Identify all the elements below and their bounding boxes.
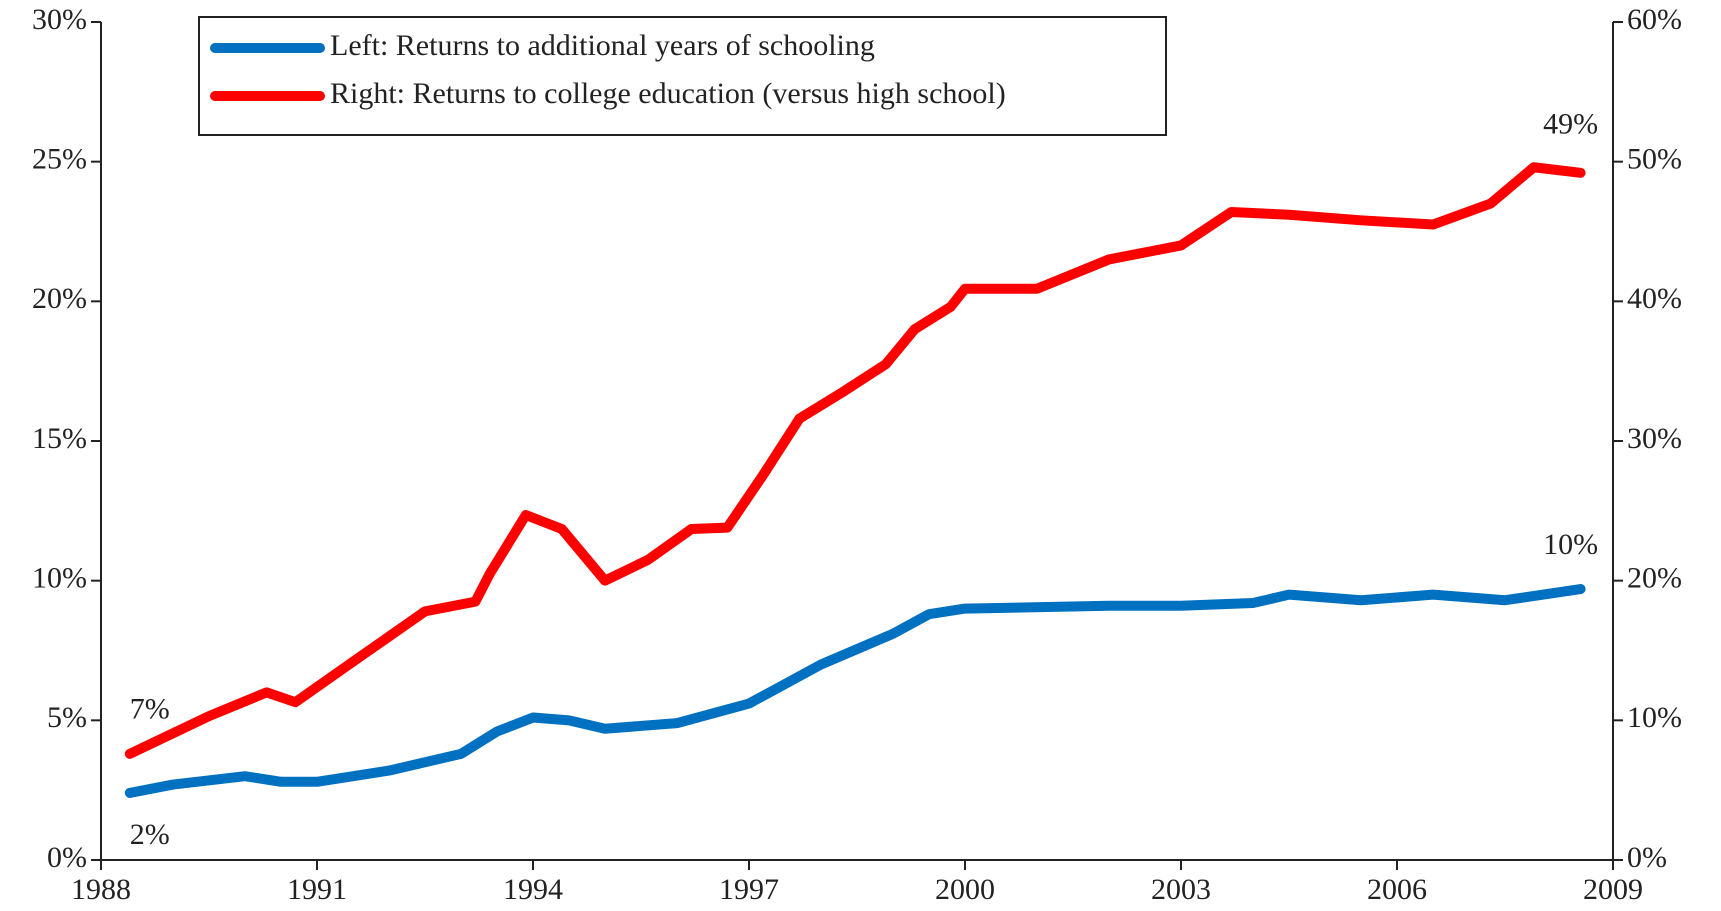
y-tick-label: 15% — [32, 422, 87, 455]
y2-tick-label: 50% — [1627, 143, 1682, 176]
x-tick-label: 1994 — [503, 873, 563, 906]
legend-box — [198, 16, 1167, 136]
x-tick-label: 1997 — [719, 873, 779, 906]
y2-tick-label: 40% — [1627, 282, 1682, 315]
annotation: 2% — [130, 818, 170, 851]
annotation: 10% — [1543, 528, 1598, 561]
y2-tick-label: 20% — [1627, 562, 1682, 595]
y2-tick-label: 60% — [1627, 3, 1682, 36]
series-line — [124, 162, 1586, 759]
x-tick-label: 2006 — [1367, 873, 1427, 906]
annotation: 49% — [1543, 108, 1598, 141]
annotation: 7% — [130, 693, 170, 726]
x-tick-label: 1991 — [287, 873, 347, 906]
y-tick-label: 0% — [47, 841, 87, 874]
x-tick-label: 1988 — [71, 873, 131, 906]
y2-tick-label: 0% — [1627, 841, 1667, 874]
x-tick-label: 2003 — [1151, 873, 1211, 906]
x-tick-label: 2000 — [935, 873, 995, 906]
legend-label: Left: Returns to additional years of sch… — [330, 29, 875, 62]
x-tick-label: 2009 — [1583, 873, 1643, 906]
y2-tick-label: 30% — [1627, 422, 1682, 455]
series-line — [124, 584, 1586, 798]
legend-label: Right: Returns to college education (ver… — [330, 77, 1006, 110]
y2-tick-label: 10% — [1627, 701, 1682, 734]
y-tick-label: 25% — [32, 143, 87, 176]
y-tick-label: 20% — [32, 282, 87, 315]
y-tick-label: 10% — [32, 562, 87, 595]
y-tick-label: 30% — [32, 3, 87, 36]
y-tick-label: 5% — [47, 701, 87, 734]
